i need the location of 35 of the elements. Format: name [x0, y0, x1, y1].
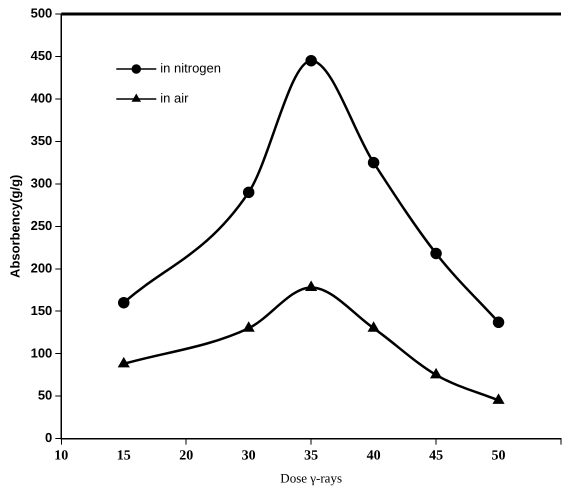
- point: [368, 322, 379, 332]
- point: [306, 282, 316, 291]
- point: [242, 186, 254, 198]
- x-axis-title: Dose γ-rays: [280, 470, 342, 486]
- x-tick-label: 40: [366, 448, 381, 464]
- point: [492, 316, 504, 328]
- x-tick-label: 15: [116, 448, 131, 464]
- y-tick-label: 100: [30, 345, 52, 360]
- y-tick-label: 450: [30, 48, 52, 64]
- point: [244, 322, 254, 332]
- legend-label: in nitrogen: [160, 60, 222, 76]
- y-tick-label: 50: [38, 388, 52, 403]
- x-tick-label: 50: [492, 448, 506, 464]
- point: [305, 54, 317, 66]
- point: [493, 394, 504, 404]
- point: [118, 296, 130, 308]
- x-tick-label: 20: [179, 448, 194, 464]
- y-tick-label: 400: [30, 90, 52, 106]
- x-tick-label: 35: [304, 448, 318, 464]
- y-tick-label: 0: [45, 430, 52, 446]
- y-axis-title: Absorbency(g/g): [7, 174, 22, 278]
- y-tick-label: 500: [30, 6, 52, 21]
- y-tick-label: 200: [30, 260, 52, 276]
- x-tick-label: 45: [429, 448, 444, 464]
- legend-label: in air: [160, 90, 190, 106]
- y-tick-label: 150: [30, 302, 52, 318]
- x-tick-label: 30: [242, 448, 256, 464]
- y-tick-label: 250: [30, 218, 52, 233]
- point: [368, 156, 380, 168]
- point: [118, 358, 129, 368]
- y-tick-label: 300: [30, 175, 52, 190]
- point: [430, 369, 442, 378]
- x-tick-label: 10: [54, 448, 68, 464]
- point: [430, 248, 442, 260]
- y-tick-label: 350: [30, 132, 52, 148]
